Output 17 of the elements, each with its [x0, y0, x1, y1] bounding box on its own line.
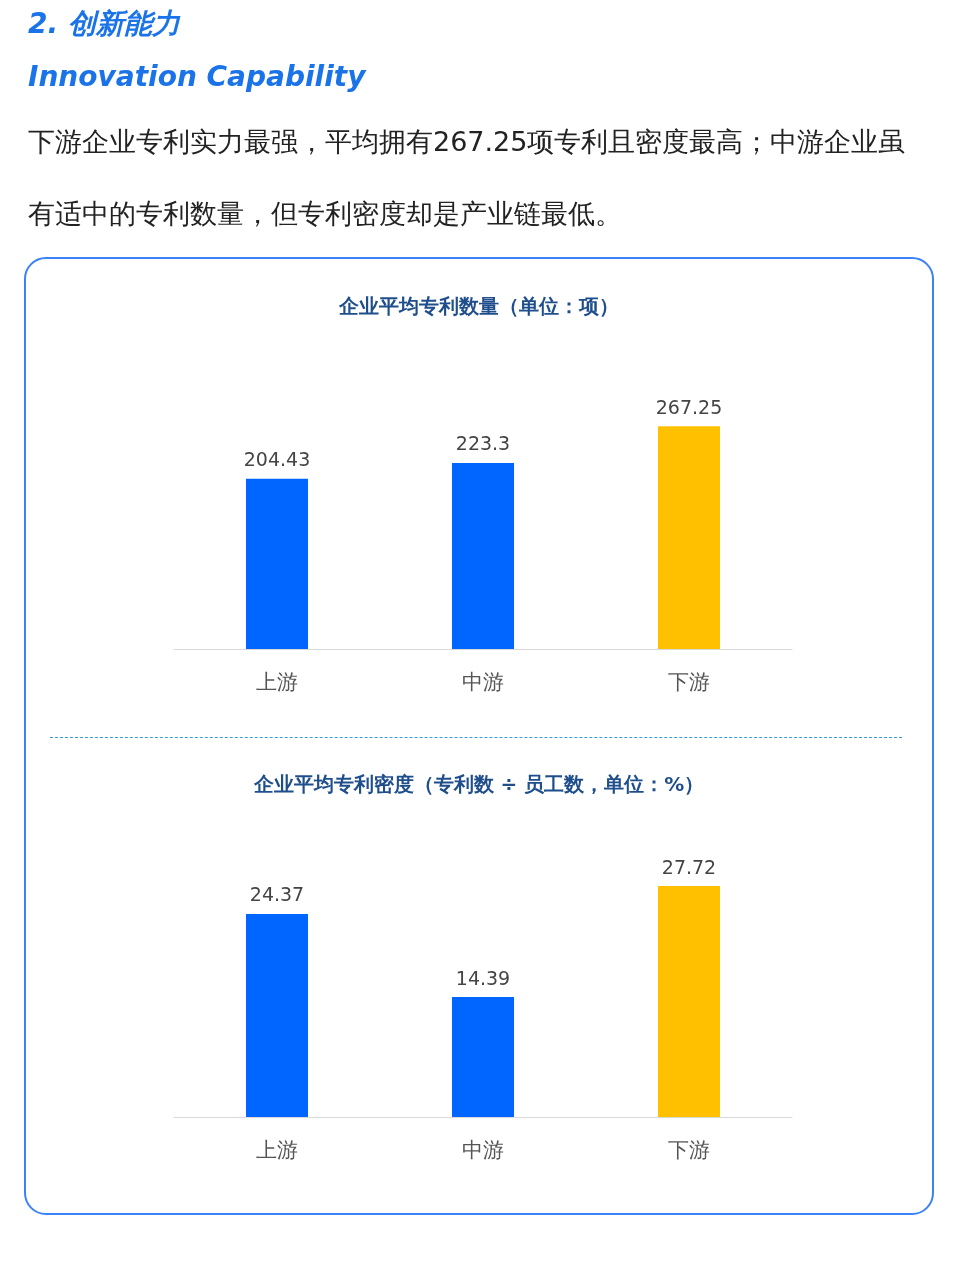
data-label: 223.3	[455, 432, 511, 455]
x-tick-label: 中游	[462, 670, 504, 693]
data-label: 24.37	[249, 883, 305, 906]
x-tick-label: 上游	[256, 1138, 298, 1161]
text: 下游企业专利实力最强，平均拥有267.25项专利且密度最高；中游企业虽有适中的专利数量，但专利密度却是产业链最低。	[28, 126, 906, 229]
data-label: 204.43	[243, 448, 311, 471]
text: Innovation Capability	[28, 59, 368, 95]
x-tick-label: 上游	[256, 670, 298, 693]
x-tick-label: 中游	[462, 1138, 504, 1161]
data-label: 14.39	[455, 966, 511, 989]
x-tick-label: 下游	[668, 670, 710, 693]
x-tick-label: 下游	[668, 1138, 710, 1161]
text: 2. 创新能力	[28, 6, 182, 42]
data-label: 27.72	[661, 855, 717, 878]
data-label: 267.25	[655, 395, 723, 418]
chart-title: 企业平均专利密度（专利数 ÷ 员工数，单位：%）	[252, 772, 705, 796]
chart-title: 企业平均专利数量（单位：项）	[338, 294, 619, 318]
